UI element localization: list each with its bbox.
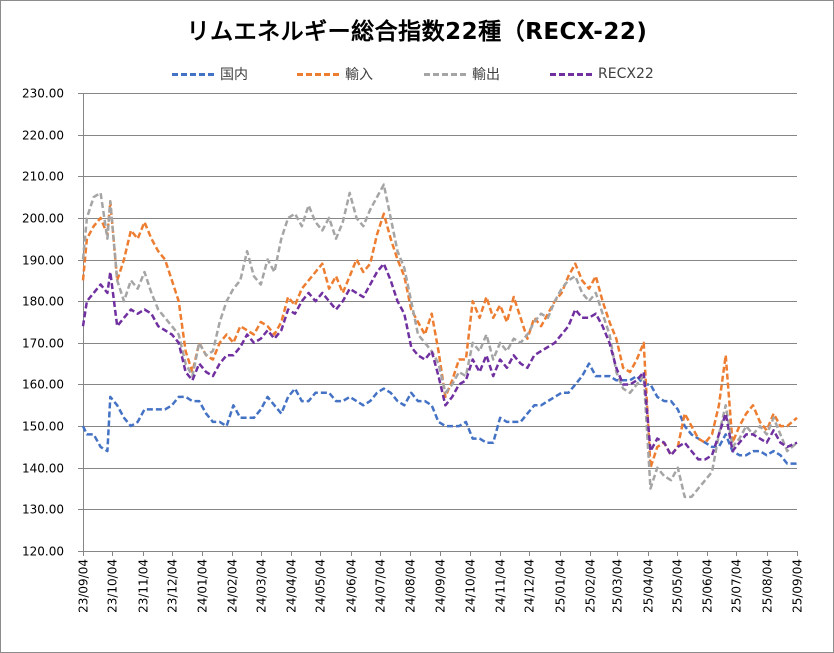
y-tick-label: 130.00 — [22, 503, 64, 517]
legend-item-import: 輸入 — [297, 64, 373, 84]
y-tick-label: 190.00 — [22, 254, 64, 268]
y-tick-label: 140.00 — [22, 462, 64, 476]
x-tick-label: 24/05/04 — [314, 559, 328, 613]
x-tick-label: 24/07/04 — [374, 559, 388, 613]
x-tick-label: 25/02/04 — [584, 559, 598, 613]
x-tick-label: 24/09/04 — [434, 559, 448, 613]
series-line-3 — [81, 262, 798, 461]
legend-swatch-export — [424, 72, 466, 76]
x-tick-label: 25/08/04 — [761, 559, 775, 613]
legend-label-import: 輸入 — [345, 67, 373, 83]
x-tick-label: 24/02/04 — [226, 559, 240, 613]
x-tick-label: 24/03/04 — [255, 559, 269, 613]
x-tick-label: 24/11/04 — [494, 559, 508, 613]
x-tick-label: 25/06/04 — [701, 559, 715, 613]
legend-item-export: 輸出 — [424, 64, 500, 84]
y-tick-label: 160.00 — [22, 378, 64, 392]
x-tick-label: 24/01/04 — [196, 559, 210, 613]
x-tick-label: 24/12/04 — [523, 559, 537, 613]
x-tick-label: 25/01/04 — [554, 559, 568, 613]
series-line-2 — [81, 183, 798, 499]
x-tick-label: 25/05/04 — [671, 559, 685, 613]
x-tick-label: 25/04/04 — [642, 559, 656, 613]
legend-swatch-import — [297, 72, 339, 76]
x-tick-label: 24/06/04 — [345, 559, 359, 613]
grid-lines — [83, 93, 797, 552]
x-tick-label: 23/11/04 — [137, 559, 151, 613]
legend-label-export: 輸出 — [472, 67, 500, 83]
axes — [78, 93, 798, 556]
legend-swatch-domestic — [172, 72, 214, 76]
legend-item-recx22: RECX22 — [550, 64, 654, 84]
x-tick-label: 25/09/04 — [791, 559, 805, 613]
legend: 国内 輸入 輸出 RECX22 — [0, 64, 834, 84]
y-tick-label: 150.00 — [22, 420, 64, 434]
y-tick-label: 220.00 — [22, 129, 64, 143]
x-tick-label: 24/04/04 — [285, 559, 299, 613]
legend-label-recx22: RECX22 — [598, 66, 654, 82]
y-tick-label: 200.00 — [22, 212, 64, 226]
series-lines — [81, 183, 798, 499]
y-tick-label: 120.00 — [22, 545, 64, 559]
chart-title: リムエネルギー総合指数22種（RECX-22) — [186, 19, 648, 45]
x-tick-label: 23/12/04 — [166, 559, 180, 613]
y-tick-labels: 120.00 130.00 140.00 150.00 160.00 170.00 180.… — [22, 87, 64, 559]
series-line-0 — [81, 362, 797, 465]
y-tick-label: 180.00 — [22, 295, 64, 309]
x-tick-label: 24/08/04 — [404, 559, 418, 613]
y-tick-label: 210.00 — [22, 170, 64, 184]
legend-swatch-recx22 — [550, 72, 592, 76]
series-line-1 — [81, 200, 798, 469]
legend-label-domestic: 国内 — [220, 67, 248, 83]
x-tick-label: 23/09/04 — [77, 559, 91, 613]
x-tick-label: 25/03/04 — [611, 559, 625, 613]
x-tick-labels: 23/09/04 23/10/04 23/11/04 23/12/04 24/01/04… — [77, 559, 805, 613]
y-tick-label: 170.00 — [22, 337, 64, 351]
x-tick-label: 25/07/04 — [730, 559, 744, 613]
y-tick-label: 230.00 — [22, 87, 64, 101]
x-tick-label: 24/10/04 — [464, 559, 478, 613]
legend-item-domestic: 国内 — [172, 64, 248, 84]
x-tick-label: 23/10/04 — [106, 559, 120, 613]
